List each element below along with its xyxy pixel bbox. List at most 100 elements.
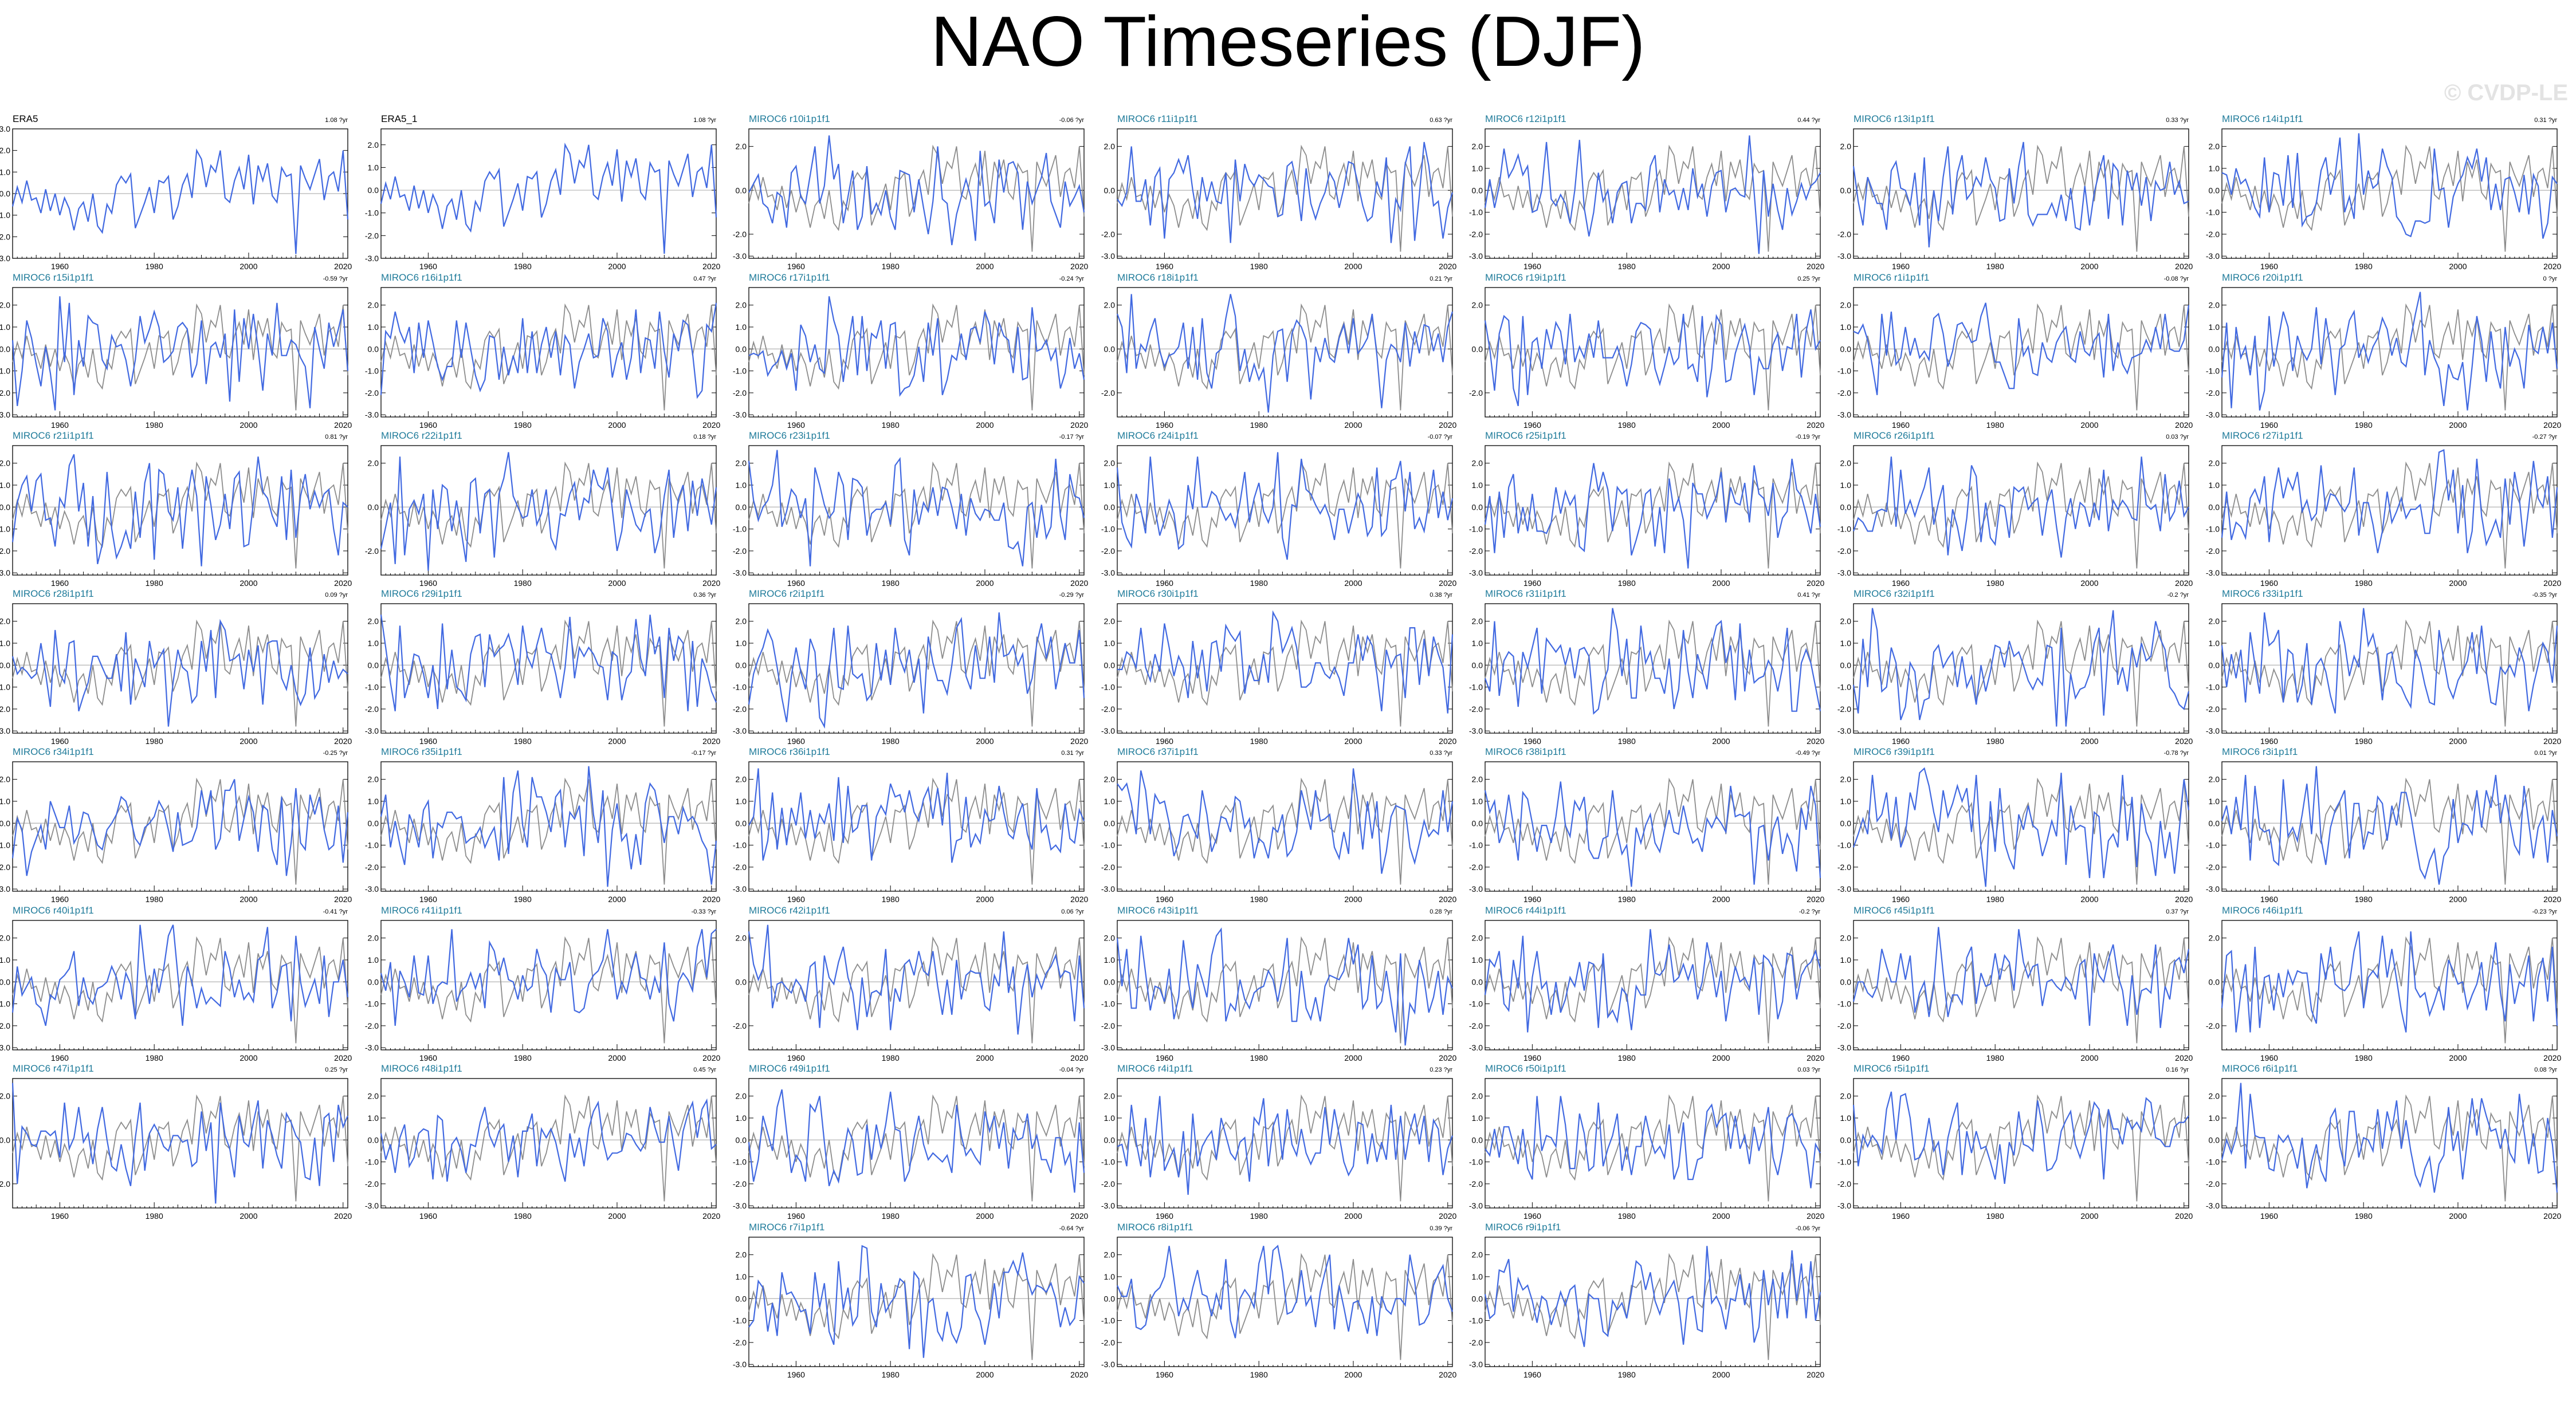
x-tick-label: 2000 — [2080, 895, 2098, 904]
chart-panel-41: MIROC6 r46i1p1f1 -0.23 ?yr -2.0 0.0 2.0 1960 1… — [2206, 905, 2562, 1062]
y-tick-label: -2.0 — [1101, 230, 1115, 239]
x-tick-label: 1980 — [1250, 420, 1268, 430]
y-tick-label: 2.0 — [368, 617, 379, 626]
y-tick-label: -2.0 — [1101, 1021, 1115, 1030]
chart-panel-1: ERA5_1 1.08 ?yr -3.0 -2.0 -1.0 0.0 1.0 2.0 1960 1… — [365, 113, 721, 271]
y-tick-label: -3.0 — [0, 884, 10, 894]
y-tick-label: 2.0 — [1840, 459, 1852, 468]
y-tick-label: -1.0 — [1469, 1158, 1483, 1167]
y-tick-label: 0.0 — [1472, 502, 1483, 511]
series-line — [748, 1245, 1085, 1358]
y-tick-label: 1.0 — [736, 1272, 747, 1281]
x-tick-label: 2020 — [702, 1211, 720, 1221]
y-tick-label: -3.0 — [1101, 726, 1115, 735]
observation-line — [748, 1094, 1085, 1202]
x-tick-label: 2020 — [334, 420, 352, 430]
y-tick-label: 2.0 — [1104, 775, 1116, 784]
y-tick-label: 1.0 — [2209, 797, 2220, 806]
series-line — [380, 1098, 717, 1182]
y-tick-label: -2.0 — [733, 863, 747, 872]
x-tick-label: 2020 — [702, 1053, 720, 1062]
panel-trend: -0.27 ?yr — [2532, 434, 2558, 440]
panel-trend: 0.39 ?yr — [1430, 1225, 1452, 1232]
y-tick-label: 1.0 — [1472, 481, 1483, 490]
panel-trend: -0.33 ?yr — [692, 908, 717, 915]
x-tick-label: 2000 — [2080, 262, 2098, 271]
observation-line — [1485, 1094, 1821, 1202]
observation-line — [748, 936, 1085, 1044]
y-tick-label: -3.0 — [733, 568, 747, 577]
y-tick-label: -2.0 — [733, 704, 747, 714]
x-tick-label: 1960 — [787, 1211, 805, 1221]
series-line — [2221, 931, 2558, 1033]
y-tick-label: -3.0 — [1469, 1201, 1483, 1210]
y-tick-label: -1.0 — [1101, 525, 1115, 534]
x-tick-label: 2000 — [1712, 578, 1730, 588]
observation-line — [1117, 1094, 1453, 1202]
y-tick-label: 0.0 — [2209, 344, 2220, 353]
y-tick-label: 0.0 — [1472, 186, 1483, 195]
y-tick-label: -2.0 — [2206, 388, 2220, 397]
y-tick-label: -2.0 — [0, 1021, 10, 1030]
y-tick-label: -2.0 — [1837, 388, 1851, 397]
x-tick-label: 1980 — [514, 895, 532, 904]
y-tick-label: 1.0 — [368, 955, 379, 965]
x-tick-label: 1960 — [1523, 578, 1541, 588]
panel-title: MIROC6 r41i1p1f1 — [381, 905, 462, 916]
series-line — [380, 302, 717, 399]
y-tick-label: -1.0 — [1101, 1158, 1115, 1167]
x-tick-label: 1960 — [1523, 1211, 1541, 1221]
y-tick-label: -3.0 — [733, 884, 747, 894]
y-tick-label: -3.0 — [733, 726, 747, 735]
x-tick-label: 1980 — [146, 420, 163, 430]
x-tick-label: 1980 — [146, 1211, 163, 1221]
panel-trend: 0.33 ?yr — [1430, 750, 1452, 757]
series-line — [1484, 135, 1821, 254]
y-tick-label: -3.0 — [1837, 251, 1851, 261]
x-tick-label: 1980 — [146, 578, 163, 588]
panel-title: MIROC6 r19i1p1f1 — [1485, 272, 1566, 283]
y-tick-label: 1.0 — [736, 481, 747, 490]
y-tick-label: -3.0 — [2206, 568, 2220, 577]
y-tick-label: 2.0 — [736, 1092, 747, 1101]
plot-frame — [2221, 445, 2558, 576]
panel-trend: 1.08 ?yr — [693, 117, 716, 124]
series-line — [2221, 1083, 2558, 1193]
y-tick-label: 3.0 — [0, 124, 10, 133]
y-tick-label: 2.0 — [1104, 301, 1116, 310]
chart-panel-22: MIROC6 r29i1p1f1 0.36 ?yr -3.0 -2.0 -1.0 0.0 1… — [365, 588, 721, 746]
y-tick-label: -2.0 — [733, 1021, 747, 1030]
plot-frame — [380, 445, 717, 576]
y-tick-label: 2.0 — [2209, 775, 2220, 784]
x-tick-label: 2000 — [2080, 737, 2098, 746]
panel-trend: -0.17 ?yr — [692, 750, 717, 757]
x-tick-label: 1960 — [787, 578, 805, 588]
series-line — [1484, 309, 1821, 407]
series-line — [748, 612, 1085, 729]
panel-trend: -0.78 ?yr — [2164, 750, 2189, 757]
x-tick-label: 1980 — [514, 737, 532, 746]
x-tick-label: 2000 — [2449, 1053, 2467, 1062]
chart-panel-44: MIROC6 r49i1p1f1 -0.04 ?yr -3.0 -2.0 -1.0 0.0… — [733, 1063, 1089, 1221]
x-tick-label: 2000 — [608, 737, 626, 746]
series-line — [748, 135, 1085, 246]
x-tick-label: 1980 — [2355, 420, 2373, 430]
panel-trend: 0.36 ?yr — [693, 592, 716, 599]
panel-trend: 0.23 ?yr — [1430, 1066, 1452, 1073]
series-line — [1484, 458, 1821, 569]
panel-title: MIROC6 r36i1p1f1 — [749, 746, 830, 757]
y-tick-label: 1.0 — [736, 797, 747, 806]
x-tick-label: 1960 — [787, 737, 805, 746]
chart-panel-9: MIROC6 r17i1p1f1 -0.24 ?yr -3.0 -2.0 -1.0 0.0… — [733, 272, 1089, 430]
panel-title: MIROC6 r46i1p1f1 — [2222, 905, 2303, 916]
panel-trend: 0.01 ?yr — [2534, 750, 2557, 757]
chart-panel-48: MIROC6 r6i1p1f1 0.08 ?yr -3.0 -2.0 -1.0 0.0 1.… — [2206, 1063, 2562, 1221]
x-tick-label: 2000 — [608, 895, 626, 904]
y-tick-label: 1.0 — [368, 1113, 379, 1123]
y-tick-label: 2.0 — [1840, 142, 1852, 151]
x-tick-label: 1960 — [2260, 895, 2278, 904]
y-tick-label: -3.0 — [1469, 884, 1483, 894]
x-tick-label: 2000 — [1712, 262, 1730, 271]
y-tick-label: 0.0 — [736, 660, 747, 670]
y-tick-label: -2.0 — [1837, 1179, 1851, 1188]
